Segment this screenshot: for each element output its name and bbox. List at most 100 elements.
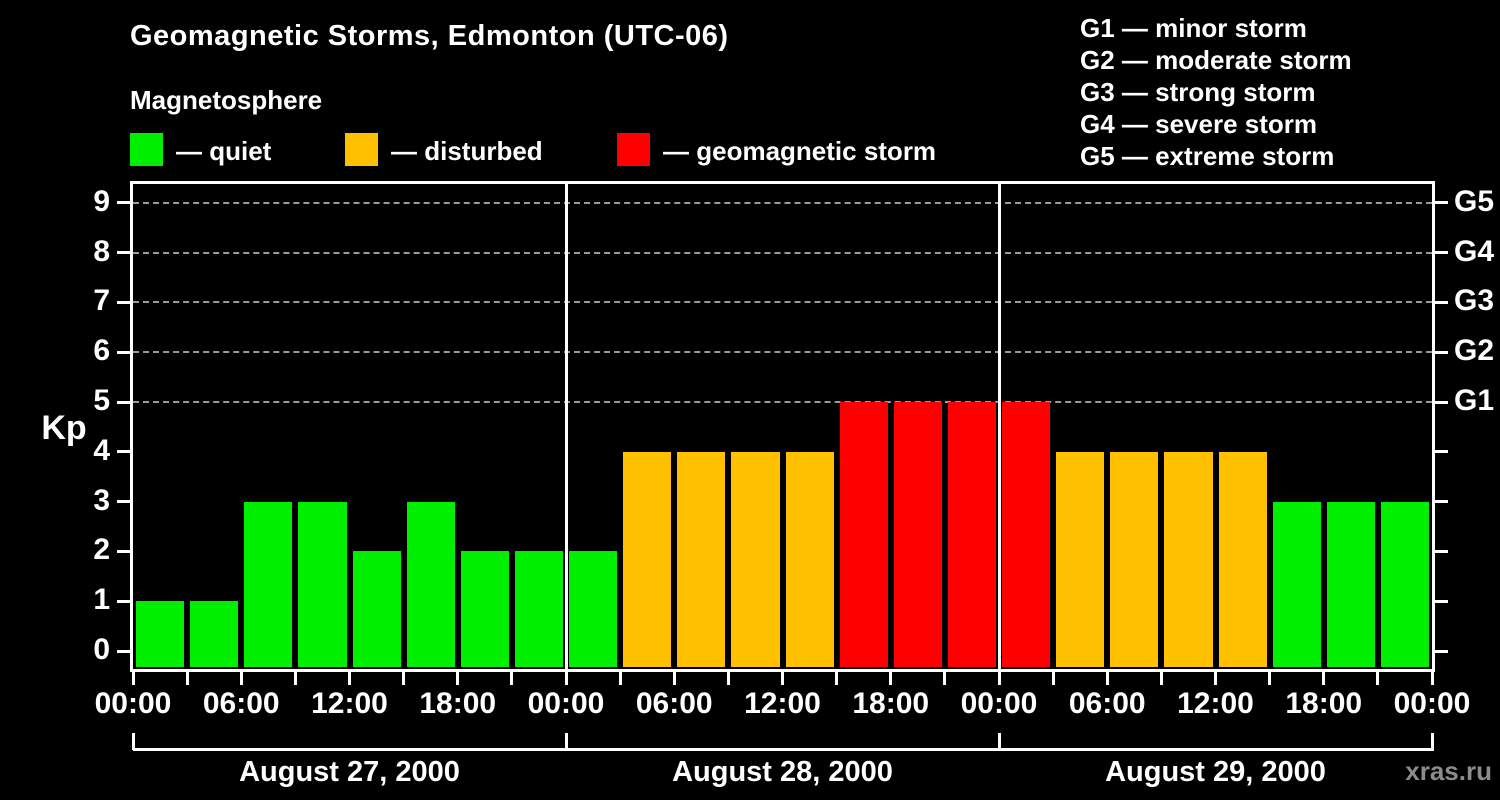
y-tick-label: 8 <box>93 234 110 268</box>
y-tick-right <box>1434 599 1448 603</box>
day-divider <box>997 183 1001 669</box>
day-bracket <box>133 748 1434 751</box>
y-tick-left <box>117 201 131 205</box>
x-tick-label: 06:00 <box>1068 687 1146 720</box>
storm-scale-legend-line: G1 — minor storm <box>1080 13 1307 43</box>
kp-bar <box>677 451 726 667</box>
kp-bar <box>731 451 780 667</box>
kp-bar <box>785 451 834 667</box>
kp-bar <box>839 402 888 667</box>
x-tick <box>1322 671 1326 685</box>
y-tick-right <box>1434 251 1448 255</box>
kp-bar <box>514 551 563 667</box>
legend-label-disturbed: — disturbed <box>391 136 543 166</box>
kp-bar <box>1380 501 1429 667</box>
x-tick-label: 18:00 <box>852 687 930 720</box>
x-tick <box>348 671 351 685</box>
x-tick <box>726 671 730 685</box>
gridline-kp7 <box>133 301 1432 304</box>
kp-bar <box>947 402 996 667</box>
y-tick-left <box>117 549 131 553</box>
legend-label-storm: — geomagnetic storm <box>663 136 937 166</box>
g-scale-label: G4 <box>1454 234 1495 268</box>
y-axis-title: Kp <box>41 409 87 447</box>
plot-frame <box>130 181 1435 672</box>
kp-bar <box>569 551 618 667</box>
y-tick-label: 7 <box>93 284 110 318</box>
x-tick <box>889 671 893 685</box>
y-tick-label: 3 <box>93 483 110 517</box>
x-tick <box>293 671 297 685</box>
day-bracket-tick <box>997 733 1001 750</box>
x-tick <box>131 671 135 685</box>
x-tick <box>564 671 568 685</box>
day-label: August 28, 2000 <box>672 756 893 788</box>
y-tick-right <box>1434 201 1448 205</box>
kp-bar <box>1272 501 1321 667</box>
kp-bar <box>298 501 347 667</box>
day-divider <box>564 183 568 669</box>
x-tick-label: 12:00 <box>1177 687 1254 720</box>
g-scale-label: G2 <box>1454 334 1495 368</box>
day-bracket-tick <box>564 733 568 750</box>
kp-bar <box>352 551 401 667</box>
y-tick-label: 5 <box>93 384 110 417</box>
x-tick-label: 06:00 <box>202 687 280 720</box>
legend-swatch-quiet <box>130 133 163 166</box>
x-tick-label: 12:00 <box>311 687 388 720</box>
kp-bar <box>1218 451 1267 667</box>
g-scale-label: G1 <box>1454 384 1495 417</box>
kp-bar <box>893 402 942 667</box>
gridline-kp9 <box>133 201 1432 204</box>
y-tick-right <box>1434 450 1448 454</box>
kp-bar <box>244 501 293 667</box>
y-tick-label: 1 <box>93 583 110 617</box>
y-tick-right <box>1434 400 1448 404</box>
x-tick-label: 12:00 <box>744 687 821 720</box>
kp-bar <box>1056 451 1105 667</box>
x-tick <box>1105 671 1109 685</box>
chart-subtitle: Magnetosphere <box>130 85 323 115</box>
gridline-kp6 <box>133 351 1432 354</box>
x-tick <box>402 671 406 685</box>
x-tick <box>672 671 676 685</box>
storm-scale-legend: G1 — minor storm G2 — moderate storm G3 — … <box>1080 12 1352 172</box>
storm-scale-legend-line: G4 — severe storm <box>1080 109 1318 139</box>
g-scale-label: G3 <box>1454 284 1495 318</box>
x-tick <box>1051 671 1055 685</box>
x-tick <box>618 671 622 685</box>
legend-label-quiet: — quiet <box>176 136 272 166</box>
gridline-kp5 <box>133 401 1432 403</box>
x-tick <box>185 671 189 685</box>
y-tick-left <box>117 300 131 304</box>
y-tick-right <box>1434 500 1448 504</box>
x-tick-label: 00:00 <box>527 687 605 720</box>
y-tick-left <box>117 500 131 504</box>
kp-bar <box>1164 451 1213 667</box>
storm-scale-legend-line: G3 — strong storm <box>1080 77 1316 107</box>
y-tick-left <box>117 450 131 454</box>
x-tick <box>510 671 514 685</box>
x-tick <box>1430 671 1434 685</box>
day-bracket-tick <box>1430 733 1434 750</box>
y-tick-label: 0 <box>93 633 110 666</box>
kp-bar <box>1326 501 1375 667</box>
day-label: August 29, 2000 <box>1105 756 1326 788</box>
y-tick-left <box>117 400 131 404</box>
watermark: xras.ru <box>1405 756 1492 786</box>
gridline-kp8 <box>133 251 1432 254</box>
x-tick <box>456 671 460 685</box>
x-tick-label: 00:00 <box>94 687 172 720</box>
kp-bar <box>190 601 239 667</box>
x-tick <box>1376 671 1380 685</box>
x-tick-label: 18:00 <box>1285 687 1363 720</box>
y-tick-label: 6 <box>93 334 110 368</box>
x-tick-label: 18:00 <box>419 687 497 720</box>
g-scale-label: G5 <box>1454 184 1495 218</box>
y-tick-right <box>1434 300 1448 304</box>
x-tick <box>1214 671 1217 685</box>
x-tick <box>835 671 839 685</box>
y-tick-label: 2 <box>93 533 110 567</box>
y-tick-right <box>1434 549 1448 553</box>
kp-bar <box>1110 451 1159 667</box>
